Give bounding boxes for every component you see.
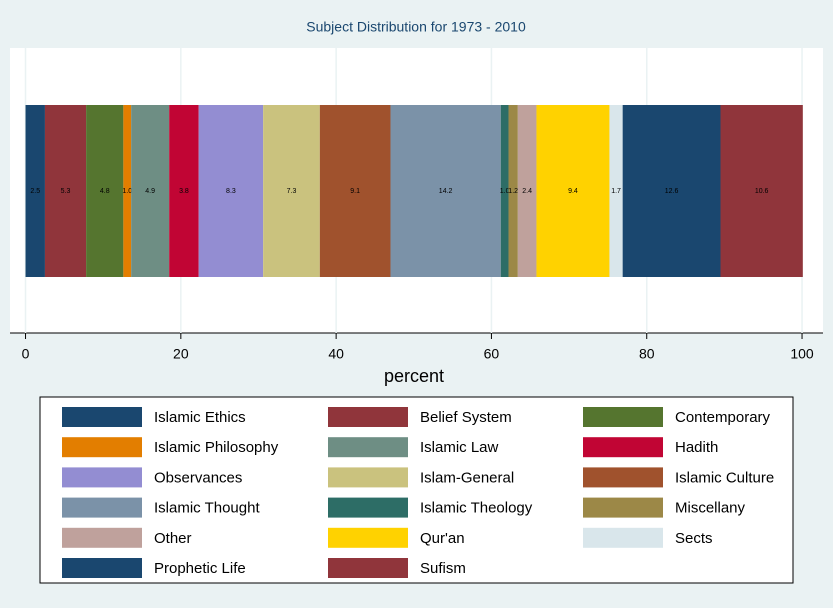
bar-segment — [25, 105, 45, 277]
x-tick-label: 60 — [484, 346, 500, 362]
legend-swatch — [328, 407, 408, 427]
legend-swatch — [328, 467, 408, 488]
value-label: 8.3 — [226, 188, 236, 195]
bar-segment — [44, 105, 87, 277]
legend-swatch — [62, 558, 142, 578]
legend-label: Qur'an — [420, 530, 465, 547]
legend-swatch — [328, 437, 408, 458]
bar-segment — [131, 105, 170, 277]
legend-label: Islamic Philosophy — [154, 439, 279, 456]
x-axis-label: percent — [384, 366, 444, 386]
value-label: 9.1 — [350, 188, 360, 195]
legend-swatch — [62, 407, 142, 427]
bar-segment — [720, 105, 803, 277]
x-tick-label: 20 — [173, 346, 189, 362]
bar-segment — [319, 105, 391, 277]
bar-segment — [622, 105, 721, 277]
value-label: 1.2 — [508, 188, 518, 195]
legend-label: Sects — [675, 530, 713, 547]
legend-label: Other — [154, 530, 192, 547]
value-label: 7.3 — [287, 188, 297, 195]
bar-segment — [536, 105, 610, 277]
legend-swatch — [583, 437, 663, 458]
bar-segment — [198, 105, 264, 277]
value-label: 10.6 — [755, 188, 769, 195]
legend-label: Islam-General — [420, 469, 514, 486]
x-tick-label: 80 — [639, 346, 655, 362]
legend-swatch — [328, 558, 408, 578]
legend-swatch — [583, 527, 663, 548]
bar-segment — [123, 105, 132, 277]
bar-segment — [86, 105, 124, 277]
value-label: 12.6 — [665, 188, 679, 195]
bar-segment — [517, 105, 537, 277]
legend-label: Belief System — [420, 409, 512, 426]
value-label: 14.2 — [439, 188, 453, 195]
x-tick-label: 100 — [790, 346, 814, 362]
legend-label: Miscellany — [675, 500, 746, 517]
bar-segment — [508, 105, 518, 277]
value-label: 9.4 — [568, 188, 578, 195]
value-label: 5.3 — [61, 188, 71, 195]
value-label: 2.5 — [30, 188, 40, 195]
x-tick-label: 40 — [328, 346, 344, 362]
legend-swatch — [328, 527, 408, 548]
legend-swatch — [62, 467, 142, 488]
bar-segment — [609, 105, 623, 277]
legend-label: Sufism — [420, 560, 466, 577]
legend-swatch — [62, 437, 142, 458]
legend-swatch — [583, 497, 663, 518]
legend-label: Hadith — [675, 439, 718, 456]
value-label: 4.9 — [145, 188, 155, 195]
legend-box — [39, 396, 794, 584]
value-label: 4.8 — [100, 188, 110, 195]
bar-segment — [390, 105, 501, 277]
legend-swatch — [328, 497, 408, 518]
value-label: 1.0 — [500, 188, 510, 195]
legend-swatch — [583, 407, 663, 427]
value-label: 3.8 — [179, 188, 189, 195]
value-label: 2.4 — [522, 188, 532, 195]
chart-title: Subject Distribution for 1973 - 2010 — [306, 19, 526, 35]
legend-label: Islamic Theology — [420, 500, 533, 517]
bar-segment — [169, 105, 199, 277]
legend-label: Prophetic Life — [154, 560, 246, 577]
x-tick-label: 0 — [22, 346, 30, 362]
legend-swatch — [62, 497, 142, 518]
legend-label: Islamic Ethics — [154, 409, 246, 426]
value-label: 1.0 — [122, 188, 132, 195]
legend-label: Contemporary — [675, 409, 771, 426]
bar-segment — [263, 105, 320, 277]
legend-label: Islamic Thought — [154, 500, 260, 517]
legend-swatch — [62, 527, 142, 548]
legend-label: Observances — [154, 469, 242, 486]
value-label: 1.7 — [611, 188, 621, 195]
legend-label: Islamic Culture — [675, 469, 774, 486]
bar-segment — [500, 105, 509, 277]
legend-label: Islamic Law — [420, 439, 499, 456]
legend-swatch — [583, 467, 663, 488]
